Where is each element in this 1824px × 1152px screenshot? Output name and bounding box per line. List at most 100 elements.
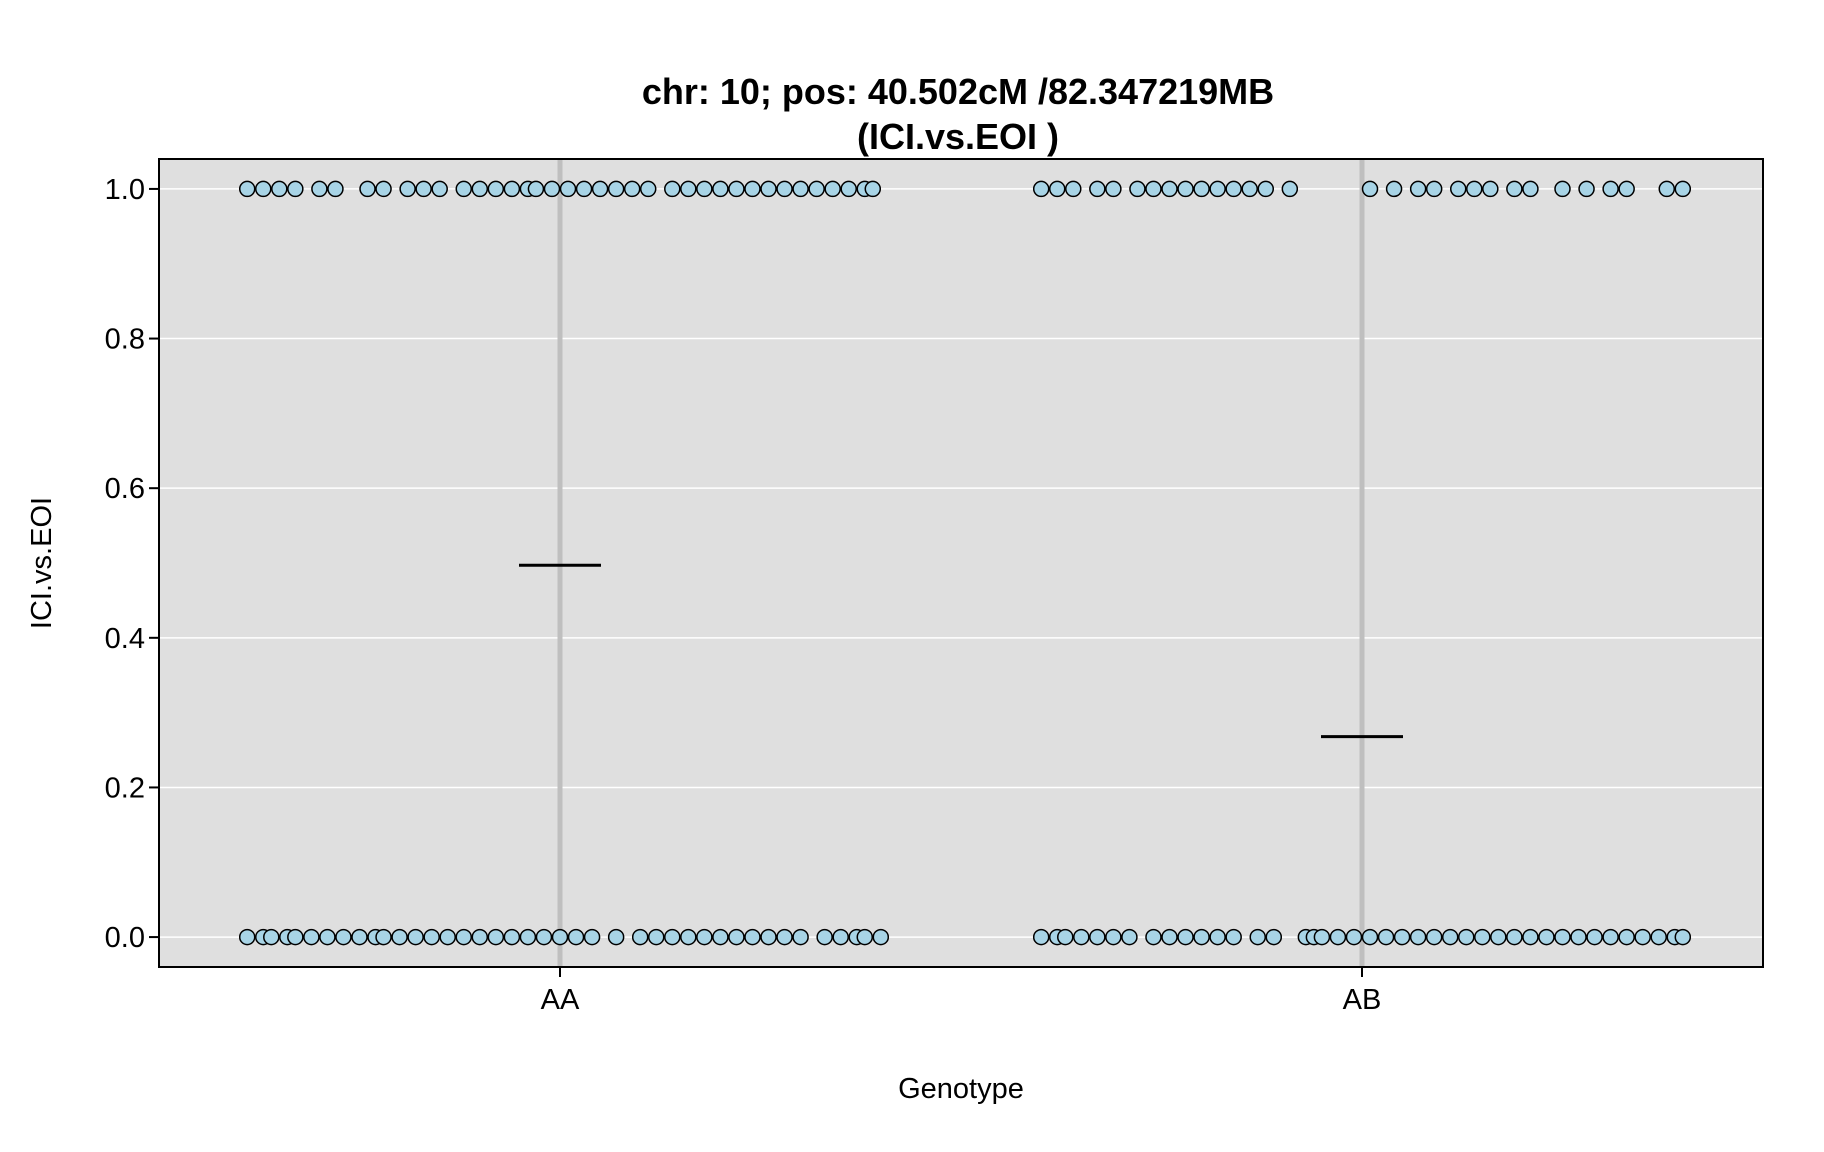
y-tick-label: 1.0 bbox=[105, 174, 145, 206]
data-point bbox=[1538, 928, 1555, 946]
data-point bbox=[487, 928, 505, 946]
data-point bbox=[431, 180, 448, 198]
data-point bbox=[1265, 928, 1283, 946]
data-point bbox=[1032, 180, 1050, 198]
data-point bbox=[439, 928, 456, 946]
data-point bbox=[664, 180, 681, 198]
data-point bbox=[1449, 180, 1467, 198]
data-point bbox=[1618, 180, 1635, 198]
data-point bbox=[559, 180, 577, 198]
data-point bbox=[1065, 180, 1082, 198]
data-point bbox=[760, 180, 777, 198]
plot-panel bbox=[159, 159, 1763, 967]
data-point bbox=[471, 928, 489, 946]
data-point bbox=[1209, 928, 1226, 946]
data-point bbox=[1089, 180, 1106, 198]
data-point bbox=[864, 180, 882, 198]
data-point bbox=[1361, 180, 1379, 198]
data-point bbox=[776, 928, 793, 946]
data-point bbox=[1209, 180, 1226, 198]
data-point bbox=[1361, 928, 1379, 946]
data-point bbox=[535, 928, 553, 946]
x-tick-label-aa: AA bbox=[541, 984, 580, 1016]
chart-title-line1: chr: 10; pos: 40.502cM /82.347219MB bbox=[642, 71, 1274, 112]
data-point bbox=[712, 180, 729, 198]
data-point bbox=[1032, 928, 1050, 946]
data-point bbox=[696, 928, 713, 946]
data-point bbox=[1650, 928, 1667, 946]
data-point bbox=[423, 928, 440, 946]
data-point bbox=[1089, 928, 1106, 946]
data-point bbox=[840, 180, 857, 198]
data-point bbox=[1393, 928, 1411, 946]
data-point bbox=[1425, 928, 1443, 946]
data-point bbox=[1145, 180, 1162, 198]
data-point bbox=[1313, 928, 1331, 946]
data-point bbox=[631, 928, 649, 946]
data-point bbox=[1618, 928, 1635, 946]
data-point bbox=[728, 928, 745, 946]
data-point bbox=[639, 180, 657, 198]
data-point bbox=[1602, 928, 1619, 946]
data-point bbox=[623, 180, 641, 198]
data-point bbox=[1345, 928, 1363, 946]
data-point bbox=[1458, 928, 1475, 946]
data-point bbox=[335, 928, 352, 946]
data-point bbox=[543, 180, 561, 198]
data-point bbox=[375, 928, 392, 946]
data-point bbox=[1522, 180, 1539, 198]
data-point bbox=[607, 928, 625, 946]
data-point bbox=[1570, 928, 1587, 946]
data-point bbox=[1482, 180, 1499, 198]
data-point bbox=[1554, 180, 1571, 198]
data-point bbox=[776, 180, 793, 198]
data-point bbox=[1249, 928, 1266, 946]
data-point bbox=[375, 180, 392, 198]
data-point bbox=[1241, 180, 1258, 198]
category-lines bbox=[557, 159, 1365, 967]
data-point bbox=[303, 928, 320, 946]
data-point bbox=[1129, 180, 1146, 198]
data-point bbox=[1121, 928, 1138, 946]
data-point bbox=[319, 928, 336, 946]
data-point bbox=[503, 180, 521, 198]
data-point bbox=[1048, 180, 1066, 198]
data-point bbox=[832, 928, 849, 946]
data-point bbox=[238, 928, 256, 946]
data-point bbox=[1105, 928, 1122, 946]
data-point bbox=[1073, 928, 1090, 946]
data-point bbox=[551, 928, 569, 946]
data-point bbox=[1490, 928, 1507, 946]
data-point bbox=[1674, 928, 1692, 946]
data-point bbox=[399, 180, 416, 198]
data-point bbox=[1409, 928, 1427, 946]
data-point bbox=[744, 928, 761, 946]
data-point bbox=[664, 928, 681, 946]
data-point bbox=[816, 928, 833, 946]
data-point bbox=[1057, 928, 1074, 946]
data-point bbox=[1161, 180, 1178, 198]
data-point bbox=[680, 180, 697, 198]
data-point bbox=[271, 180, 288, 198]
data-point bbox=[527, 180, 545, 198]
data-point bbox=[1634, 928, 1651, 946]
data-point bbox=[255, 180, 272, 198]
y-tick-label: 0.4 bbox=[105, 623, 145, 655]
data-point bbox=[1474, 928, 1491, 946]
data-point bbox=[1177, 928, 1194, 946]
data-point bbox=[1466, 180, 1483, 198]
chart-title-line2: (ICI.vs.EOI ) bbox=[857, 116, 1059, 157]
data-point bbox=[287, 928, 304, 946]
data-point bbox=[696, 180, 713, 198]
data-point bbox=[1674, 180, 1692, 198]
data-point bbox=[792, 928, 809, 946]
mean-lines bbox=[519, 563, 1403, 739]
data-point bbox=[1329, 928, 1347, 946]
data-point bbox=[567, 928, 585, 946]
data-point bbox=[503, 928, 521, 946]
data-point bbox=[391, 928, 408, 946]
data-point bbox=[808, 180, 825, 198]
x-axis-title: Genotype bbox=[898, 1073, 1024, 1105]
data-point bbox=[1506, 180, 1523, 198]
